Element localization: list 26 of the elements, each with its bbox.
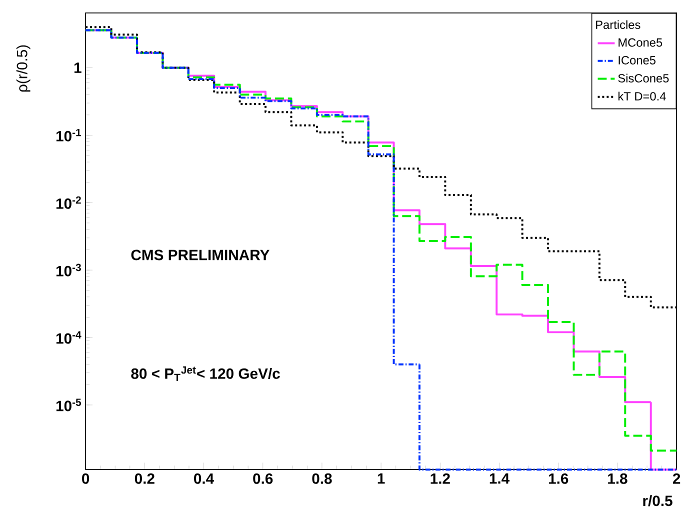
y-tick-label: 10$^{-2}$ [56,196,81,209]
x-tick-label: 0.8 [312,473,332,484]
y-tick-label: 10$^{-3}$ [56,264,81,276]
y-tick-label: 10$^{-5}$ [56,398,82,412]
legend-label: SisCone5 [618,74,669,82]
y-tick-label: 10$^{-4}$ [56,331,82,344]
x-tick-label: 1 [378,473,385,484]
x-tick-label: 0 [82,473,90,484]
x-axis-title: r/0.5 [643,495,672,506]
annotation: CMS PRELIMINARY [131,250,270,260]
x-tick-label: 1.4 [490,473,510,484]
x-tick-label: 2 [672,473,680,484]
legend-label: MCone5 [618,38,662,47]
x-tick-label: 1.2 [430,473,450,484]
y-axis-title: ρ(r/0.5) [16,45,30,92]
annotation: 80 < P$_{T}$$^{Jet}$< 120 GeV/c [131,366,280,381]
y-tick-label: 10$^{-1}$ [56,128,82,142]
legend-title: Particles [596,20,640,29]
x-tick-label: 0.6 [253,473,273,484]
x-tick-label: 1.8 [608,473,628,484]
x-tick-label: 0.2 [134,473,154,484]
legend-label: ICone5 [618,56,656,64]
x-tick-label: 1.6 [548,473,568,484]
legend-label: kT D=0.4 [618,92,666,100]
y-tick-label: 1 [74,62,82,73]
x-tick-label: 0.4 [194,473,214,484]
